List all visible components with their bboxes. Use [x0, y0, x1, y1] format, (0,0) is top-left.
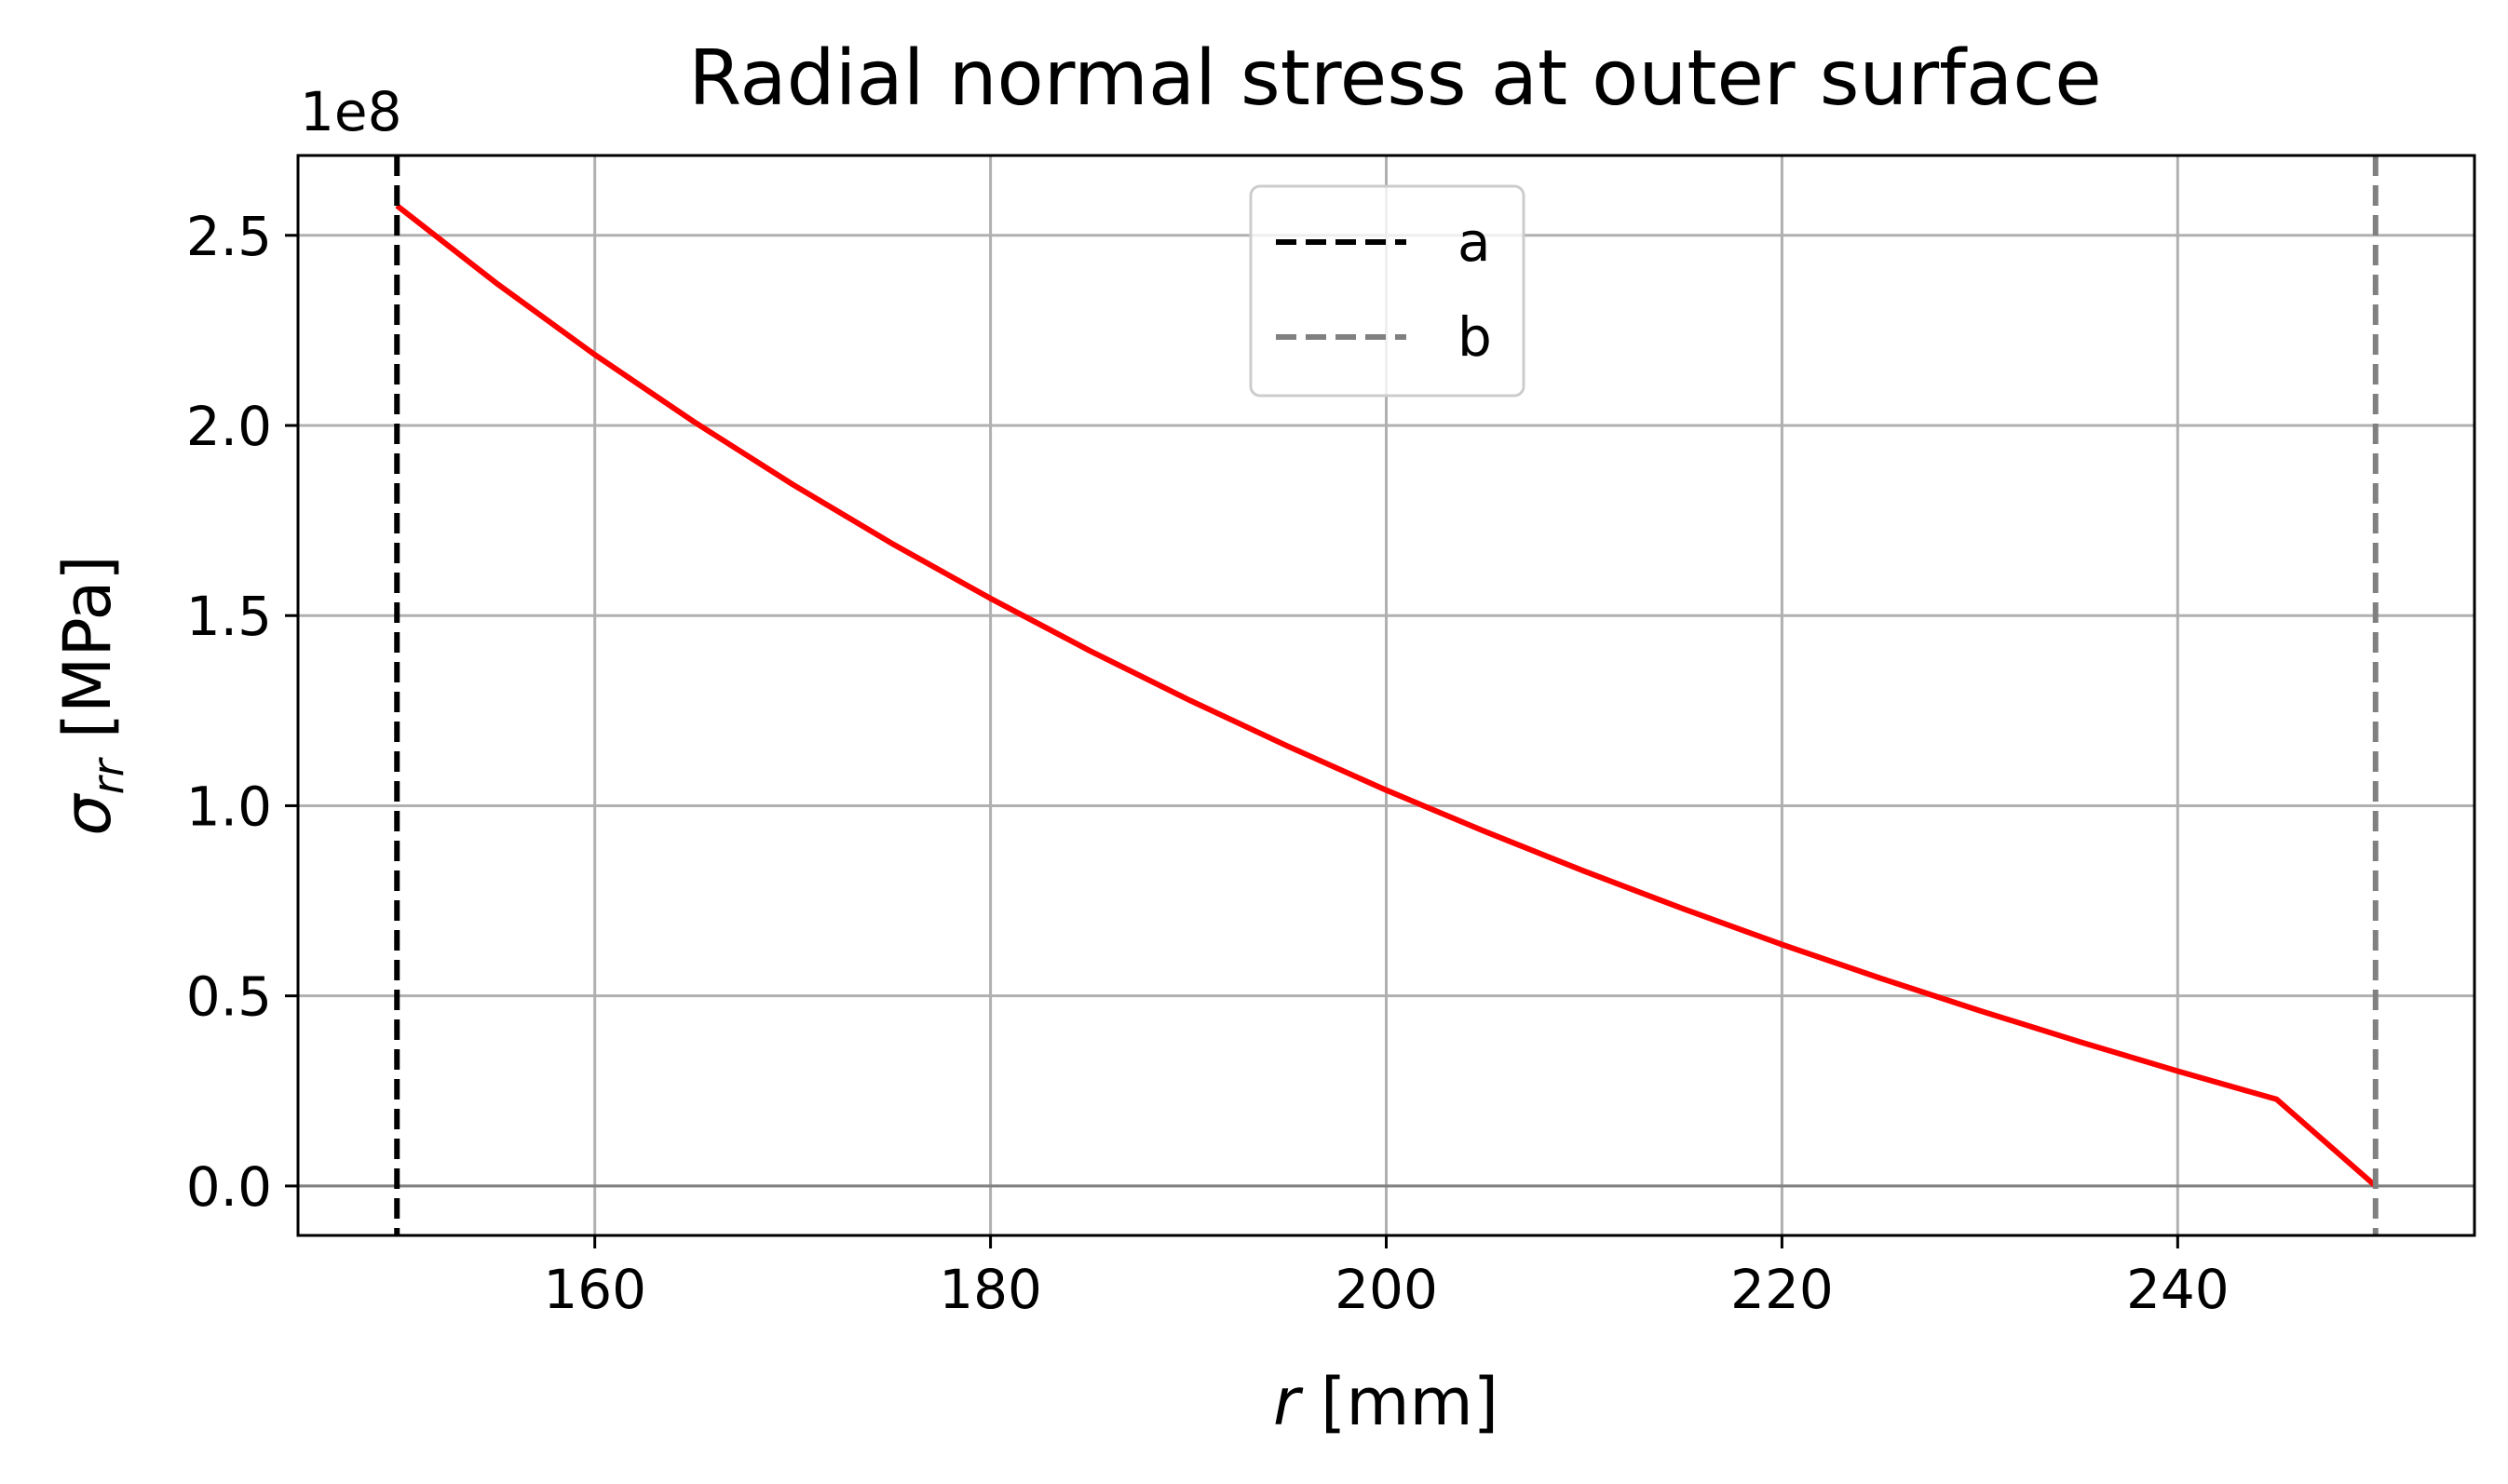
legend-label-b: b — [1457, 305, 1492, 369]
x-tick-label: 200 — [1335, 1258, 1438, 1321]
x-axis-unit: [mm] — [1321, 1364, 1498, 1440]
y-axis-subscript: rr — [83, 756, 133, 794]
y-tick-label: 1.5 — [186, 585, 272, 648]
y-axis-symbol: σ — [49, 792, 126, 836]
series-layer — [394, 155, 2379, 1235]
stress-curve — [395, 203, 2378, 1189]
x-axis-symbol: r — [1273, 1364, 1304, 1440]
y-tick-label: 0.5 — [186, 965, 272, 1029]
legend: a b — [1249, 184, 1525, 398]
x-axis-title: r [mm] — [1273, 1364, 1498, 1440]
y-tick-label: 2.0 — [186, 395, 272, 458]
y-axis-unit: [MPa] — [49, 555, 126, 738]
x-tick-label: 220 — [1730, 1258, 1834, 1321]
y-tick-label: 0.0 — [186, 1155, 272, 1219]
x-tick-label: 240 — [2126, 1258, 2230, 1321]
legend-box — [1249, 184, 1525, 398]
chart-title: Radial normal stress at outer surface — [688, 34, 2102, 123]
y-axis-title: σrr [MPa] — [49, 555, 133, 835]
y-tick-label: 1.0 — [186, 775, 272, 838]
ticks: 160 180 200 220 240 0.0 0.5 1.0 1.5 2.0 2.5 — [186, 205, 2230, 1321]
y-offset-text: 1e8 — [300, 80, 402, 143]
x-tick-label: 160 — [543, 1258, 646, 1321]
x-tick-label: 180 — [939, 1258, 1042, 1321]
y-tick-label: 2.5 — [186, 205, 272, 268]
legend-label-a: a — [1457, 210, 1491, 274]
